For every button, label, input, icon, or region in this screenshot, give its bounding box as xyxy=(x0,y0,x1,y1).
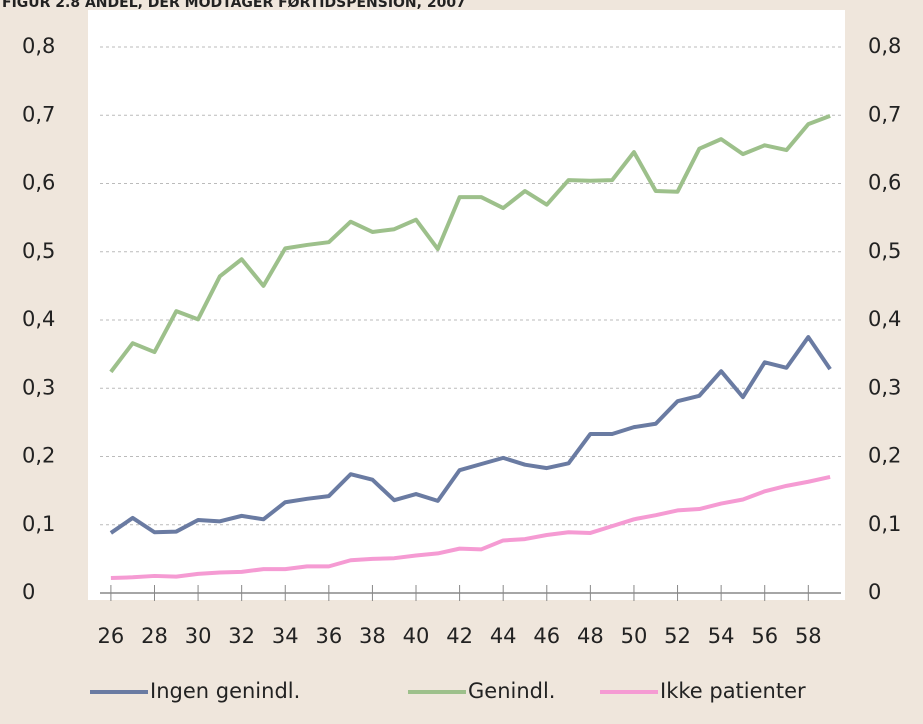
x-tick-label: 50 xyxy=(621,624,648,648)
y-tick-label: 0 xyxy=(22,580,35,604)
x-tick-label: 36 xyxy=(315,624,342,648)
y-tick-label: 0,6 xyxy=(22,171,55,195)
y-tick-label: 0,2 xyxy=(22,444,55,468)
y2-tick-label: 0,7 xyxy=(868,102,901,126)
y2-tick-label: 0,3 xyxy=(868,375,901,399)
y2-tick-label: 0,1 xyxy=(868,512,901,536)
y-tick-label: 0,8 xyxy=(22,34,55,58)
x-tick-label: 28 xyxy=(141,624,168,648)
x-tick-label: 26 xyxy=(98,624,125,648)
x-tick-label: 44 xyxy=(490,624,517,648)
y-tick-label: 0,5 xyxy=(22,239,55,263)
x-tick-label: 48 xyxy=(577,624,604,648)
series-line xyxy=(109,335,832,535)
x-tick-label: 52 xyxy=(664,624,691,648)
y2-tick-label: 0 xyxy=(868,580,881,604)
legend-label: Genindl. xyxy=(468,679,556,703)
legend-label: Ikke patienter xyxy=(660,679,806,703)
y-tick-label: 0,4 xyxy=(22,307,55,331)
y2-tick-label: 0,4 xyxy=(868,307,901,331)
x-tick-label: 30 xyxy=(185,624,212,648)
y-tick-label: 0,3 xyxy=(22,375,55,399)
plot-area xyxy=(88,10,845,600)
chart-title: FIGUR 2.8 ANDEL, DER MODTAGER FØRTIDSPEN… xyxy=(2,0,466,11)
x-tick-label: 32 xyxy=(228,624,255,648)
series-line xyxy=(109,114,831,374)
x-tick-label: 56 xyxy=(751,624,778,648)
x-tick-label: 58 xyxy=(795,624,822,648)
y2-tick-label: 0,5 xyxy=(868,239,901,263)
y-tick-label: 0,1 xyxy=(22,512,55,536)
x-tick-label: 42 xyxy=(446,624,473,648)
x-tick-label: 34 xyxy=(272,624,299,648)
x-tick-label: 46 xyxy=(533,624,560,648)
x-tick-label: 54 xyxy=(708,624,735,648)
x-tick-label: 40 xyxy=(403,624,430,648)
x-tick-label: 38 xyxy=(359,624,386,648)
y-tick-label: 0,7 xyxy=(22,102,55,126)
y2-tick-label: 0,2 xyxy=(868,444,901,468)
legend-label: Ingen genindl. xyxy=(150,679,300,703)
y2-tick-label: 0,8 xyxy=(868,34,901,58)
y2-tick-label: 0,6 xyxy=(868,171,901,195)
series-line xyxy=(110,475,831,580)
